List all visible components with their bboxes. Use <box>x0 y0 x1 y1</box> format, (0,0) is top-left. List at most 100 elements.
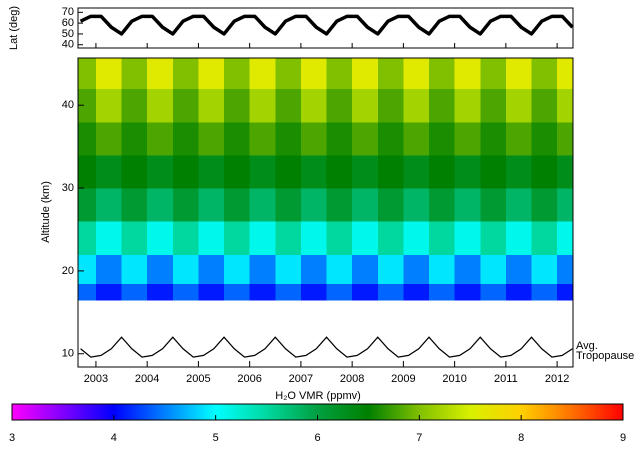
heatmap-cell <box>249 154 276 189</box>
heatmap-cell <box>326 283 353 301</box>
heatmap-cell <box>172 221 199 255</box>
heatmap-cell <box>403 283 430 301</box>
heatmap-cell <box>172 154 199 189</box>
x-tick-label: 2003 <box>84 373 108 385</box>
heatmap-cell <box>275 188 302 222</box>
heatmap-cell <box>198 254 225 284</box>
heatmap-cell <box>454 283 481 301</box>
heatmap-cell <box>531 154 558 189</box>
heatmap-cell <box>505 283 532 301</box>
heatmap-cell <box>505 254 532 284</box>
heatmap-cell <box>224 121 251 156</box>
colorbar-tick-label: 3 <box>9 432 15 444</box>
colorbar-tick-label: 9 <box>620 432 626 444</box>
heatmap-cell <box>147 58 174 90</box>
heatmap-cell <box>78 121 97 156</box>
heatmap-cell <box>95 121 123 156</box>
heatmap-cell <box>300 58 328 90</box>
heatmap-cell <box>352 254 379 284</box>
heatmap-cell <box>429 254 456 284</box>
panel-frame <box>77 7 574 49</box>
lat-line <box>79 14 574 36</box>
heatmap-cell <box>557 283 574 301</box>
heatmap-cell <box>377 121 404 156</box>
heatmap-cell <box>505 154 532 189</box>
heatmap-cell <box>275 88 302 123</box>
heatmap-cell <box>198 283 225 301</box>
heatmap-cell <box>78 58 97 90</box>
heatmap-cell <box>557 58 574 90</box>
heatmap-cell <box>147 88 174 123</box>
heatmap-cell <box>403 154 430 189</box>
heatmap-cell <box>403 221 430 255</box>
heatmap-cell <box>121 254 148 284</box>
heatmap-cell <box>275 58 302 90</box>
heatmap-cell <box>95 254 123 284</box>
x-tick-label: 2006 <box>237 373 261 385</box>
heatmap-cell <box>300 188 328 222</box>
heatmap-cell <box>429 121 456 156</box>
lat-axis-label: Lat (deg) <box>8 6 20 50</box>
colorbar-tick-label: 5 <box>213 432 219 444</box>
heatmap-cell <box>352 188 379 222</box>
heatmap-cell <box>326 88 353 123</box>
colorbar-label: H₂O VMR (ppmv) <box>275 390 361 402</box>
heatmap-cell <box>505 221 532 255</box>
heatmap-cell <box>172 254 199 284</box>
y-tick-label: 60 <box>62 17 74 29</box>
x-tick-label: 2009 <box>391 373 415 385</box>
heatmap-cell <box>95 154 123 189</box>
heatmap-cell <box>557 254 574 284</box>
heatmap-cell <box>531 121 558 156</box>
heatmap-cell <box>377 254 404 284</box>
heatmap-cell <box>531 88 558 123</box>
heatmap-cell <box>147 121 174 156</box>
heatmap-cell <box>403 254 430 284</box>
colorbar-tick-label: 4 <box>111 432 117 444</box>
heatmap-cell <box>121 283 148 301</box>
heatmap-cell <box>326 58 353 90</box>
x-tick-label: 2012 <box>545 373 569 385</box>
heatmap-cell <box>531 188 558 222</box>
heatmap-cell <box>300 154 328 189</box>
x-tick-label: 2007 <box>289 373 313 385</box>
heatmap-cell <box>300 254 328 284</box>
heatmap-cell <box>326 121 353 156</box>
heatmap-cell <box>352 221 379 255</box>
heatmap-cell <box>480 121 507 156</box>
heatmap-cell <box>249 254 276 284</box>
heatmap-cell <box>121 88 148 123</box>
heatmap-cell <box>454 221 481 255</box>
heatmap-cell <box>352 58 379 90</box>
heatmap-cell <box>531 254 558 284</box>
heatmap-cell <box>403 88 430 123</box>
heatmap-cell <box>557 221 574 255</box>
y-tick-label: 50 <box>62 28 74 40</box>
heatmap-cell <box>249 121 276 156</box>
altitude-axis-label: Altitude (km) <box>40 181 52 243</box>
heatmap-cell <box>95 88 123 123</box>
colorbar-tick-label: 6 <box>314 432 320 444</box>
heatmap-cell <box>531 58 558 90</box>
heatmap-cell <box>429 188 456 222</box>
x-tick-label: 2004 <box>135 373 159 385</box>
heatmap-cell <box>147 154 174 189</box>
heatmap-cell <box>429 154 456 189</box>
heatmap-cell <box>249 88 276 123</box>
heatmap-cell <box>352 88 379 123</box>
heatmap-cell <box>505 58 532 90</box>
heatmap-cell <box>224 154 251 189</box>
heatmap-cell <box>275 283 302 301</box>
heatmap-cell <box>480 154 507 189</box>
heatmap-cell <box>147 283 174 301</box>
heatmap-cell <box>224 188 251 222</box>
y-tick-label: 20 <box>62 265 74 277</box>
heatmap-cell <box>121 221 148 255</box>
heatmap-cell <box>377 154 404 189</box>
heatmap-cell <box>275 154 302 189</box>
x-tick-label: 2010 <box>442 373 466 385</box>
y-tick-label: 30 <box>62 182 74 194</box>
heatmap-cell <box>429 58 456 90</box>
colorbar-tick-label: 8 <box>518 432 524 444</box>
heatmap-cell <box>403 121 430 156</box>
